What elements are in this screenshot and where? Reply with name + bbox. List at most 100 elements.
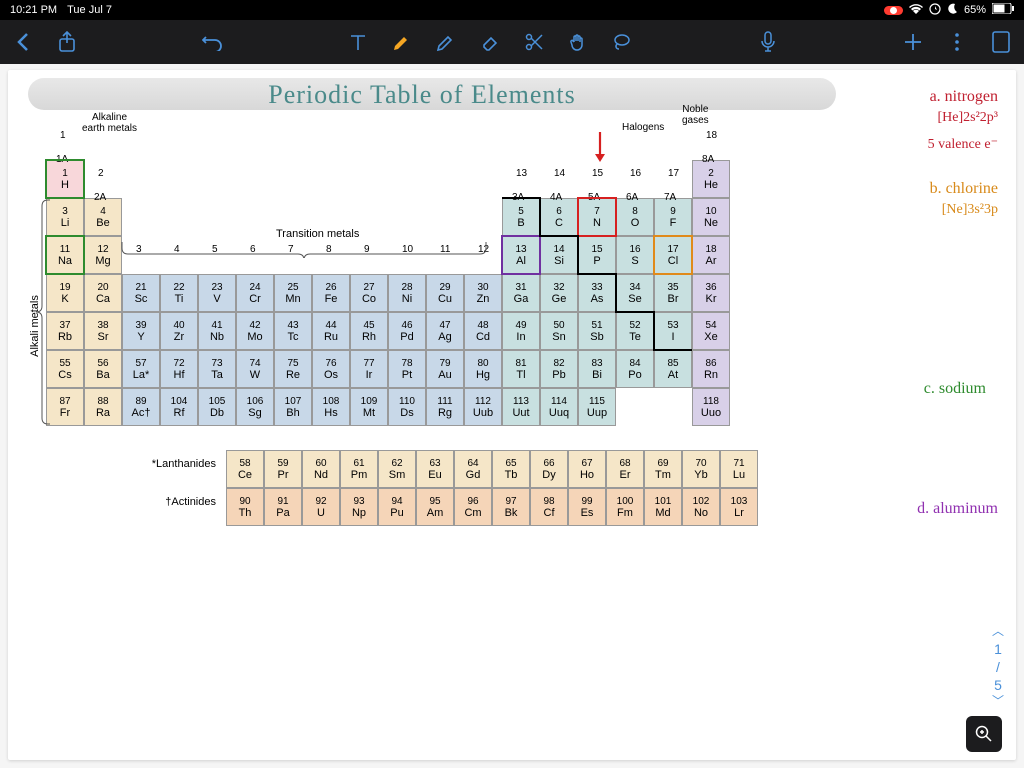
group-num-11: 11 bbox=[440, 244, 450, 255]
element-Rb: 37Rb bbox=[46, 312, 84, 350]
element-Fe: 26Fe bbox=[312, 274, 350, 312]
element-Uuq: 114Uuq bbox=[540, 388, 578, 426]
zoom-button[interactable] bbox=[966, 716, 1002, 752]
element-Cf: 98Cf bbox=[530, 488, 568, 526]
hand-tool[interactable] bbox=[567, 31, 589, 53]
page-title: Periodic Table of Elements bbox=[8, 80, 836, 110]
element-Uut: 113Uut bbox=[502, 388, 540, 426]
element-Li: 3Li bbox=[46, 198, 84, 236]
group-old-1A: 1A bbox=[56, 154, 68, 165]
element-Sg: 106Sg bbox=[236, 388, 274, 426]
page-down-icon[interactable]: ﹀ bbox=[992, 694, 1004, 710]
group-num-4: 4 bbox=[174, 244, 180, 255]
note-d-aluminum: d. aluminum bbox=[917, 500, 998, 518]
element-Br: 35Br bbox=[654, 274, 692, 312]
group-num-12: 12 bbox=[478, 244, 489, 255]
element-Uuo: 118Uuo bbox=[692, 388, 730, 426]
element-Sn: 50Sn bbox=[540, 312, 578, 350]
element-Mt: 109Mt bbox=[350, 388, 388, 426]
element-Rf: 104Rf bbox=[160, 388, 198, 426]
page-indicator[interactable]: ︿ 1 / 5 ﹀ bbox=[992, 624, 1004, 710]
group-num-8: 8 bbox=[326, 244, 332, 255]
recording-indicator bbox=[884, 6, 903, 15]
moon-icon bbox=[947, 3, 958, 17]
element-Hs: 108Hs bbox=[312, 388, 350, 426]
element-Ac†: 89Ac† bbox=[122, 388, 160, 426]
mic-button[interactable] bbox=[757, 31, 779, 53]
lasso-tool[interactable] bbox=[611, 31, 633, 53]
element-Pd: 46Pd bbox=[388, 312, 426, 350]
element-Mg: 12Mg bbox=[84, 236, 122, 274]
element-Tl: 81Tl bbox=[502, 350, 540, 388]
element-B: 5B bbox=[502, 198, 540, 236]
element-P: 15P bbox=[578, 236, 616, 274]
note-b-config: [Ne]3s²3p bbox=[942, 202, 998, 218]
battery-pct: 65% bbox=[964, 4, 986, 16]
element-As: 33As bbox=[578, 274, 616, 312]
element-Rh: 45Rh bbox=[350, 312, 388, 350]
element-Pr: 59Pr bbox=[264, 450, 302, 488]
element-O: 8O bbox=[616, 198, 654, 236]
group-old-4A: 4A bbox=[550, 192, 562, 203]
text-tool[interactable] bbox=[347, 31, 369, 53]
group-old-6A: 6A bbox=[626, 192, 638, 203]
element-Gd: 64Gd bbox=[454, 450, 492, 488]
element-Ne: 10Ne bbox=[692, 198, 730, 236]
page-sep: / bbox=[996, 659, 1000, 675]
element-Ni: 28Ni bbox=[388, 274, 426, 312]
note-b-chlorine: b. chlorine bbox=[930, 180, 998, 198]
page-total: 5 bbox=[994, 677, 1002, 693]
element-Te: 52Te bbox=[616, 312, 654, 350]
add-button[interactable] bbox=[902, 31, 924, 53]
panel-button[interactable] bbox=[990, 31, 1012, 53]
element-Mn: 25Mn bbox=[274, 274, 312, 312]
app-toolbar bbox=[0, 20, 1024, 64]
group-old-3A: 3A bbox=[512, 192, 524, 203]
element-I: 53I bbox=[654, 312, 692, 350]
element-Nd: 60Nd bbox=[302, 450, 340, 488]
element-Xe: 54Xe bbox=[692, 312, 730, 350]
element-He: 2He bbox=[692, 160, 730, 198]
element-Pu: 94Pu bbox=[378, 488, 416, 526]
share-button[interactable] bbox=[56, 31, 78, 53]
element-Ag: 47Ag bbox=[426, 312, 464, 350]
status-bar: 10:21 PM Tue Jul 7 65% bbox=[0, 0, 1024, 20]
group-num-10: 10 bbox=[402, 244, 413, 255]
group-num-14: 14 bbox=[554, 168, 565, 179]
document-page[interactable]: Periodic Table of Elements 1H2He3Li4Be5B… bbox=[8, 70, 1016, 760]
element-Ru: 44Ru bbox=[312, 312, 350, 350]
element-Es: 99Es bbox=[568, 488, 606, 526]
pen-tool[interactable] bbox=[435, 31, 457, 53]
undo-button[interactable] bbox=[202, 31, 224, 53]
group-old-7A: 7A bbox=[664, 192, 676, 203]
element-Zr: 40Zr bbox=[160, 312, 198, 350]
note-a-valence: 5 valence e⁻ bbox=[928, 136, 998, 153]
element-Re: 75Re bbox=[274, 350, 312, 388]
element-Ca: 20Ca bbox=[84, 274, 122, 312]
group-num-18: 18 bbox=[706, 130, 717, 141]
element-Al: 13Al bbox=[502, 236, 540, 274]
group-num-13: 13 bbox=[516, 168, 527, 179]
scissors-tool[interactable] bbox=[523, 31, 545, 53]
element-C: 6C bbox=[540, 198, 578, 236]
lanth-label: *Lanthanides bbox=[136, 458, 216, 470]
element-Bh: 107Bh bbox=[274, 388, 312, 426]
back-button[interactable] bbox=[12, 31, 34, 53]
status-time: 10:21 PM bbox=[10, 4, 57, 16]
element-N: 7N bbox=[578, 198, 616, 236]
element-Po: 84Po bbox=[616, 350, 654, 388]
element-Ar: 18Ar bbox=[692, 236, 730, 274]
page-up-icon[interactable]: ︿ bbox=[992, 624, 1004, 640]
eraser-tool[interactable] bbox=[479, 31, 501, 53]
element-Db: 105Db bbox=[198, 388, 236, 426]
element-F: 9F bbox=[654, 198, 692, 236]
element-W: 74W bbox=[236, 350, 274, 388]
group-num-9: 9 bbox=[364, 244, 370, 255]
element-Eu: 63Eu bbox=[416, 450, 454, 488]
more-button[interactable] bbox=[946, 31, 968, 53]
element-Np: 93Np bbox=[340, 488, 378, 526]
element-Co: 27Co bbox=[350, 274, 388, 312]
highlighter-tool[interactable] bbox=[391, 31, 413, 53]
group-old-5A: 5A bbox=[588, 192, 600, 203]
element-Ga: 31Ga bbox=[502, 274, 540, 312]
